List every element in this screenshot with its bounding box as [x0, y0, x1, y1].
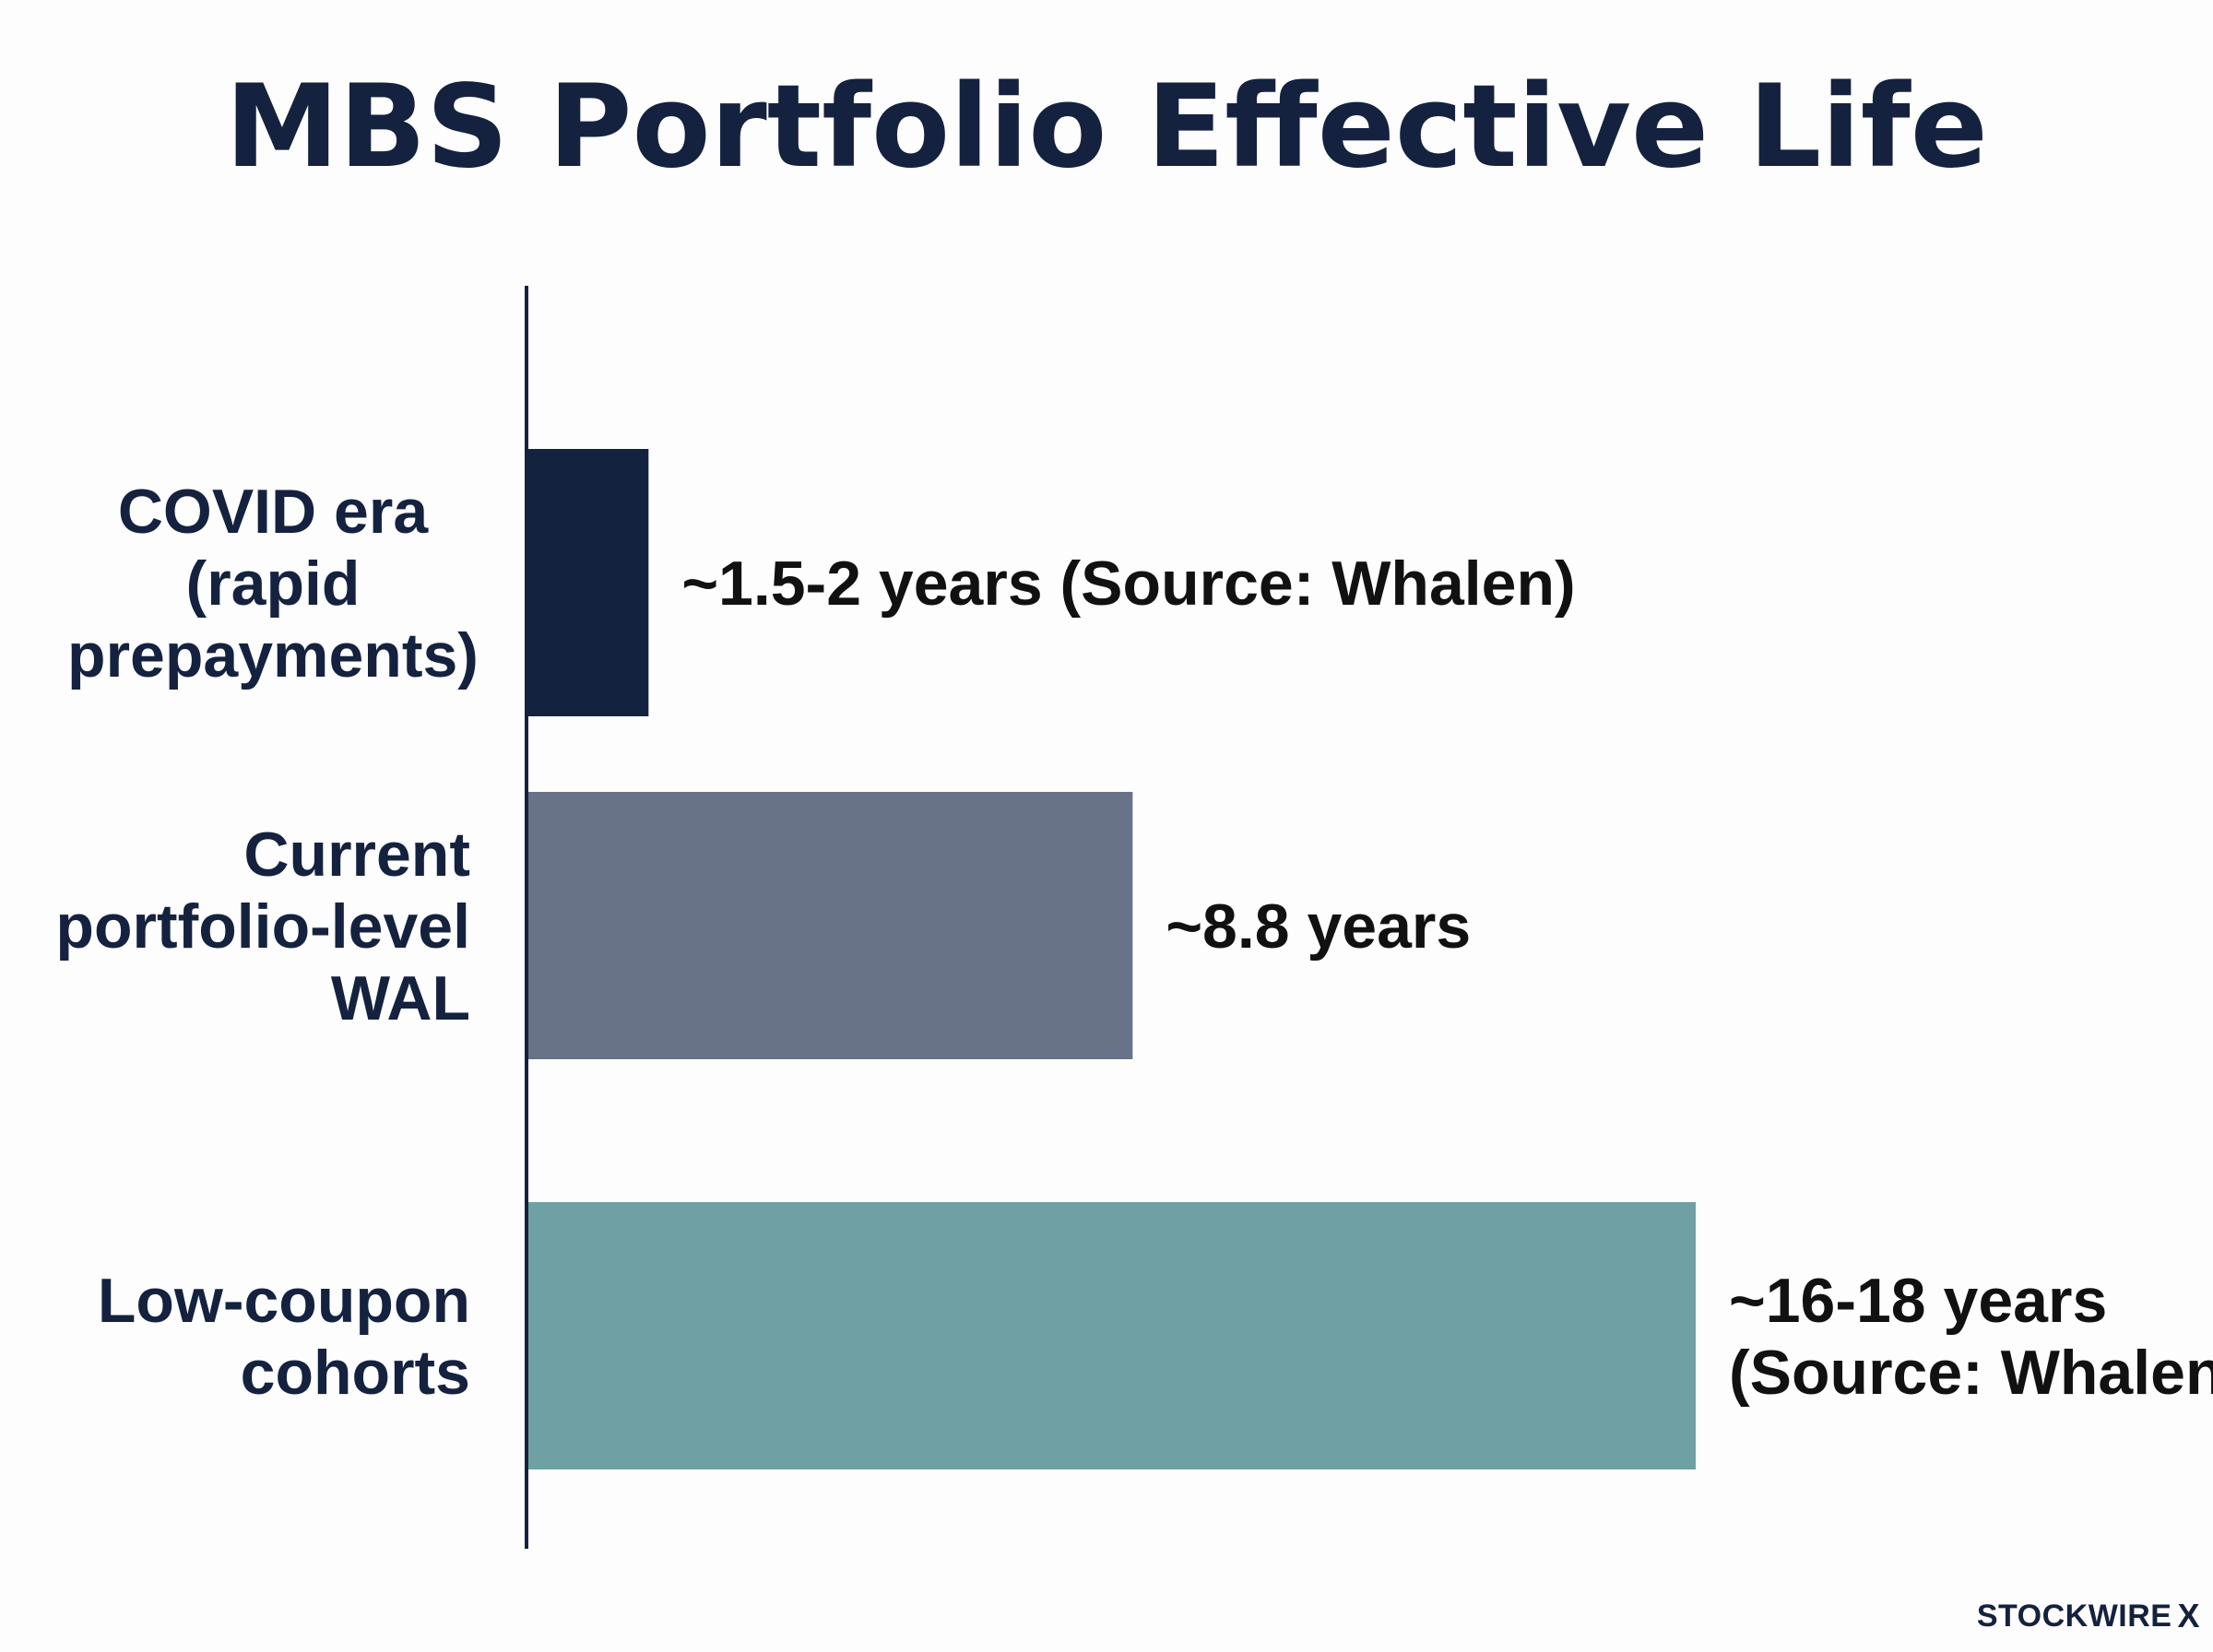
data-label-3-line-1: ~16-18 years: [1729, 1266, 2107, 1336]
category-label-2-line-2: portfolio-level: [55, 891, 470, 962]
data-label-1-line-1: ~1.5-2 years (Source: Whalen): [681, 549, 1575, 619]
brand-text: STOCKWIRE: [1976, 1598, 2172, 1634]
category-label-1-line-1: COVID era: [118, 477, 430, 547]
value-labels-group: ~1.5-2 years (Source: Whalen) ~8.8 years ~…: [681, 549, 2213, 1408]
bars-group: [528, 449, 1696, 1469]
bar-3: [528, 1202, 1696, 1469]
bar-1: [528, 449, 649, 716]
category-label-2-line-1: Current: [243, 820, 470, 890]
chart-title: MBS Portfolio Effective Life: [225, 61, 1988, 194]
x-logo-icon: X: [2177, 1597, 2200, 1634]
category-label-1: COVID era (rapid prepayments): [67, 477, 479, 690]
brand-watermark: STOCKWIRE X: [1977, 1597, 2200, 1635]
data-label-1: ~1.5-2 years (Source: Whalen): [681, 549, 1575, 619]
data-label-2: ~8.8 years: [1166, 891, 1471, 962]
category-labels-group: COVID era (rapid prepayments) Current portfo…: [55, 477, 479, 1408]
data-label-3-line-2: (Source: Whalen): [1729, 1338, 2213, 1408]
category-label-1-line-3: prepayments): [67, 620, 479, 690]
category-label-2-line-3: WAL: [331, 963, 470, 1033]
data-label-2-line-1: ~8.8 years: [1166, 891, 1471, 962]
category-label-3: Low-coupon cohorts: [98, 1266, 470, 1408]
category-label-1-line-2: (rapid: [186, 549, 361, 619]
category-label-2: Current portfolio-level WAL: [55, 820, 470, 1033]
category-label-3-line-2: cohorts: [241, 1338, 470, 1408]
bar-2: [528, 792, 1133, 1059]
data-label-3: ~16-18 years (Source: Whalen): [1729, 1266, 2213, 1408]
category-label-3-line-1: Low-coupon: [98, 1266, 470, 1336]
